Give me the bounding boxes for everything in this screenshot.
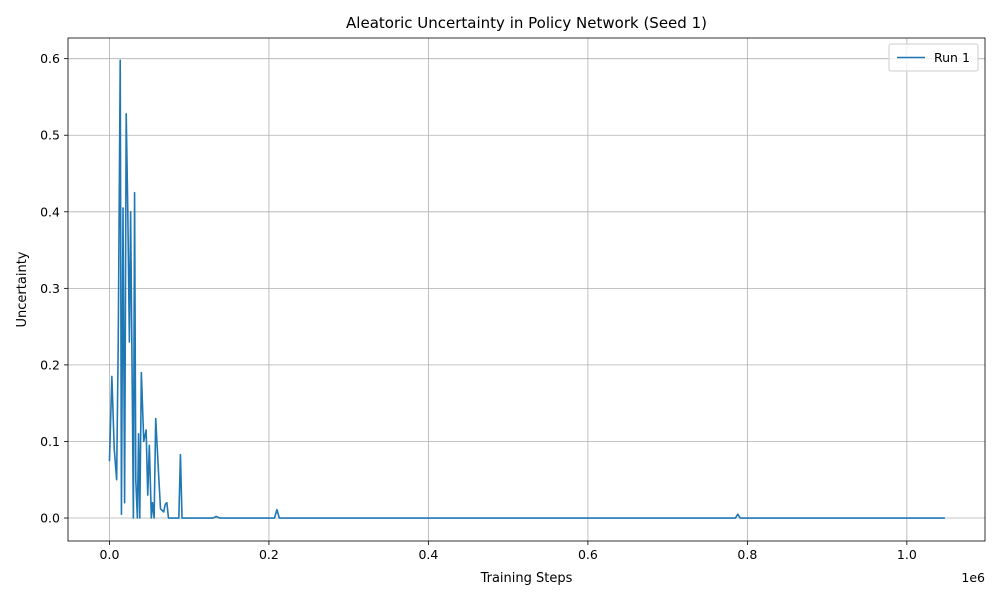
y-tick-label: 0.3 [40, 281, 60, 296]
x-axis-ticks: 0.0 0.2 0.4 0.6 0.8 1.0 [100, 541, 917, 562]
y-tick-label: 0.5 [40, 128, 60, 143]
y-tick-label: 0.1 [40, 434, 60, 449]
legend: Run 1 [888, 43, 979, 72]
y-tick-label: 0.2 [40, 357, 60, 372]
y-tick-label: 0.4 [40, 204, 60, 219]
x-tick-label: 0.2 [259, 547, 279, 562]
series-line-run-1 [108, 59, 946, 519]
x-tick-label: 0.0 [100, 547, 120, 562]
x-tick-label: 0.6 [578, 547, 598, 562]
grid-lines [68, 38, 985, 541]
x-axis-label: Training Steps [480, 571, 573, 586]
x-axis-offset-text: 1e6 [961, 570, 985, 585]
y-tick-label: 0.0 [40, 511, 60, 526]
y-axis-ticks: 0.0 0.1 0.2 0.3 0.4 0.5 0.6 [40, 51, 68, 526]
y-axis-label: Uncertainty [15, 251, 30, 327]
plot-area-frame [67, 37, 986, 542]
x-tick-label: 1.0 [897, 547, 917, 562]
x-tick-label: 0.8 [737, 547, 757, 562]
chart-title: Aleatoric Uncertainty in Policy Network … [346, 14, 707, 32]
x-tick-label: 0.4 [418, 547, 438, 562]
legend-box [888, 43, 979, 72]
series-layer [108, 59, 946, 519]
legend-label-run-1: Run 1 [934, 50, 970, 65]
y-tick-label: 0.6 [40, 51, 60, 66]
